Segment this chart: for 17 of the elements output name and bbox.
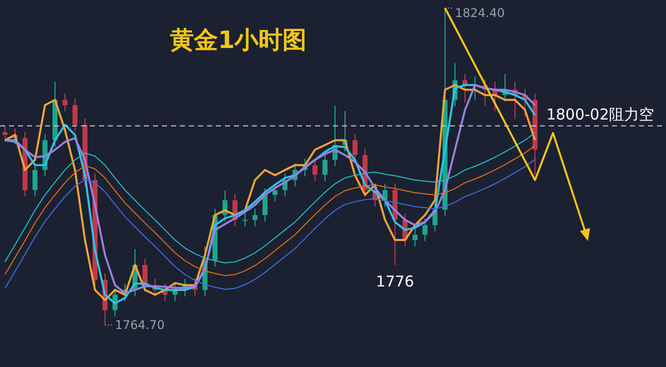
annotation: 1776 [376, 272, 414, 290]
annotation: 1824.40 [455, 6, 505, 20]
ref-line-label: 1800-02阻力空 [546, 105, 654, 124]
candlestick [32, 163, 38, 197]
candlestick [312, 158, 318, 182]
candlestick [412, 228, 418, 247]
candlestick [2, 125, 8, 142]
candlestick [252, 208, 258, 227]
candlestick [322, 152, 328, 182]
text: 黄金1小时图 [170, 25, 307, 56]
candlestick [272, 183, 278, 202]
candlestick [72, 98, 78, 132]
candlestick [262, 188, 268, 222]
annotation: 1764.70 [115, 318, 165, 332]
candlestick [422, 218, 428, 242]
candlestick [242, 211, 248, 227]
candlestick [62, 92, 68, 112]
